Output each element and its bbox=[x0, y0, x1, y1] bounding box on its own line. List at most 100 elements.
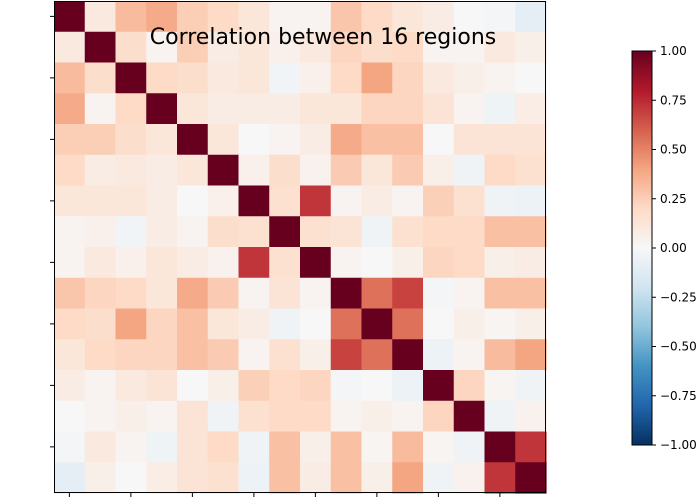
heatmap-cell-10-14 bbox=[484, 308, 516, 340]
heatmap-cell-9-2 bbox=[115, 277, 147, 310]
heatmap-cell-3-2 bbox=[115, 93, 147, 125]
heatmap-cell-6-8 bbox=[300, 185, 332, 217]
colorbar-tick-label-5: −0.25 bbox=[660, 290, 697, 304]
heatmap-cell-6-10 bbox=[361, 185, 393, 217]
heatmap-cell-15-6 bbox=[238, 462, 270, 494]
heatmap-cell-1-15 bbox=[515, 31, 547, 64]
heatmap-cell-6-6 bbox=[238, 185, 270, 217]
heatmap-cell-4-7 bbox=[269, 124, 301, 156]
heatmap-cell-2-8 bbox=[300, 62, 332, 94]
heatmap-cell-4-10 bbox=[361, 124, 393, 156]
heatmap-cell-15-1 bbox=[84, 462, 117, 494]
heatmap-cell-1-13 bbox=[453, 31, 486, 64]
heatmap-cell-0-2 bbox=[115, 1, 147, 33]
heatmap-cell-3-14 bbox=[484, 93, 516, 125]
heatmap-cell-10-8 bbox=[300, 308, 332, 340]
heatmap-cell-5-3 bbox=[146, 154, 178, 187]
heatmap-cell-6-9 bbox=[330, 185, 363, 217]
heatmap-cell-6-14 bbox=[484, 185, 516, 217]
heatmap-cell-14-12 bbox=[423, 431, 455, 463]
heatmap-cell-2-15 bbox=[515, 62, 547, 94]
heatmap-cell-1-5 bbox=[207, 31, 240, 64]
heatmap-cell-2-13 bbox=[453, 62, 486, 94]
heatmap-cell-7-9 bbox=[330, 216, 363, 248]
heatmap-cell-3-5 bbox=[207, 93, 240, 125]
heatmap-cell-11-15 bbox=[515, 339, 547, 371]
heatmap-cell-7-10 bbox=[361, 216, 393, 248]
heatmap-cell-3-8 bbox=[300, 93, 332, 125]
heatmap-cell-2-10 bbox=[361, 62, 393, 94]
heatmap-cell-6-13 bbox=[453, 185, 486, 217]
heatmap-cell-15-14 bbox=[484, 462, 516, 494]
heatmap-cell-14-4 bbox=[177, 431, 209, 463]
heatmap-cell-15-11 bbox=[392, 462, 424, 494]
heatmap-cell-8-7 bbox=[269, 247, 301, 279]
heatmap-cell-4-8 bbox=[300, 124, 332, 156]
heatmap-cell-8-15 bbox=[515, 247, 547, 279]
colorbar-tick-label-7: −0.75 bbox=[660, 389, 697, 403]
heatmap-cell-3-4 bbox=[177, 93, 209, 125]
heatmap-cell-4-9 bbox=[330, 124, 363, 156]
heatmap-cell-0-1 bbox=[84, 1, 117, 33]
heatmap-cell-2-12 bbox=[423, 62, 455, 94]
heatmap-cell-0-5 bbox=[207, 1, 240, 33]
heatmap-cell-9-6 bbox=[238, 277, 270, 310]
heatmap-cell-14-11 bbox=[392, 431, 424, 463]
heatmap-cell-2-7 bbox=[269, 62, 301, 94]
heatmap-cell-12-11 bbox=[392, 370, 424, 402]
heatmap-cell-12-4 bbox=[177, 370, 209, 402]
heatmap-cell-14-10 bbox=[361, 431, 393, 463]
heatmap-cell-12-6 bbox=[238, 370, 270, 402]
heatmap-cell-12-1 bbox=[84, 370, 117, 402]
heatmap-cell-9-3 bbox=[146, 277, 178, 310]
heatmap-cell-11-4 bbox=[177, 339, 209, 371]
heatmap-cell-0-4 bbox=[177, 1, 209, 33]
heatmap-cell-5-13 bbox=[453, 154, 486, 187]
chart-title: Correlation between 16 regions bbox=[150, 25, 496, 50]
heatmap-cell-5-1 bbox=[84, 154, 117, 187]
heatmap-cell-10-5 bbox=[207, 308, 240, 340]
heatmap-cell-5-9 bbox=[330, 154, 363, 187]
heatmap-cell-0-6 bbox=[238, 1, 270, 33]
y-axis-ticks bbox=[50, 15, 54, 448]
heatmap-cell-9-7 bbox=[269, 277, 301, 310]
heatmap-cell-12-10 bbox=[361, 370, 393, 402]
heatmap-cell-6-12 bbox=[423, 185, 455, 217]
heatmap-cell-0-14 bbox=[484, 1, 516, 33]
heatmap-cell-3-0 bbox=[54, 93, 86, 125]
heatmap-cell-1-3 bbox=[146, 31, 178, 64]
heatmap-cell-12-3 bbox=[146, 370, 178, 402]
heatmap-cell-6-15 bbox=[515, 185, 547, 217]
heatmap-cell-14-14 bbox=[484, 431, 516, 463]
heatmap-cell-3-3 bbox=[146, 93, 178, 125]
heatmap-cell-15-3 bbox=[146, 462, 178, 494]
heatmap-cell-14-6 bbox=[238, 431, 270, 463]
heatmap-cell-10-11 bbox=[392, 308, 424, 340]
heatmap-cell-13-15 bbox=[515, 400, 547, 433]
heatmap-cell-15-8 bbox=[300, 462, 332, 494]
heatmap-cell-5-5 bbox=[207, 154, 240, 187]
heatmap-cell-15-5 bbox=[207, 462, 240, 494]
heatmap-cell-12-5 bbox=[207, 370, 240, 402]
heatmap-cell-11-0 bbox=[54, 339, 86, 371]
heatmap-cell-10-6 bbox=[238, 308, 270, 340]
heatmap-cell-1-14 bbox=[484, 31, 516, 64]
heatmap-cell-6-2 bbox=[115, 185, 147, 217]
heatmap-cell-0-8 bbox=[300, 1, 332, 33]
heatmap-cell-13-0 bbox=[54, 400, 86, 433]
heatmap-cell-7-8 bbox=[300, 216, 332, 248]
heatmap-cell-8-6 bbox=[238, 247, 270, 279]
heatmap-cell-6-11 bbox=[392, 185, 424, 217]
heatmap-cell-3-1 bbox=[84, 93, 117, 125]
heatmap-cell-13-14 bbox=[484, 400, 516, 433]
heatmap-cell-1-11 bbox=[392, 31, 424, 64]
heatmap-cell-9-13 bbox=[453, 277, 486, 310]
colorbar-tick-label-0: 1.00 bbox=[660, 44, 687, 58]
heatmap-cell-7-15 bbox=[515, 216, 547, 248]
heatmap-cell-15-13 bbox=[453, 462, 486, 494]
heatmap-cell-8-5 bbox=[207, 247, 240, 279]
heatmap-cell-5-10 bbox=[361, 154, 393, 187]
heatmap-cell-0-11 bbox=[392, 1, 424, 33]
heatmap-cell-15-0 bbox=[54, 462, 86, 494]
